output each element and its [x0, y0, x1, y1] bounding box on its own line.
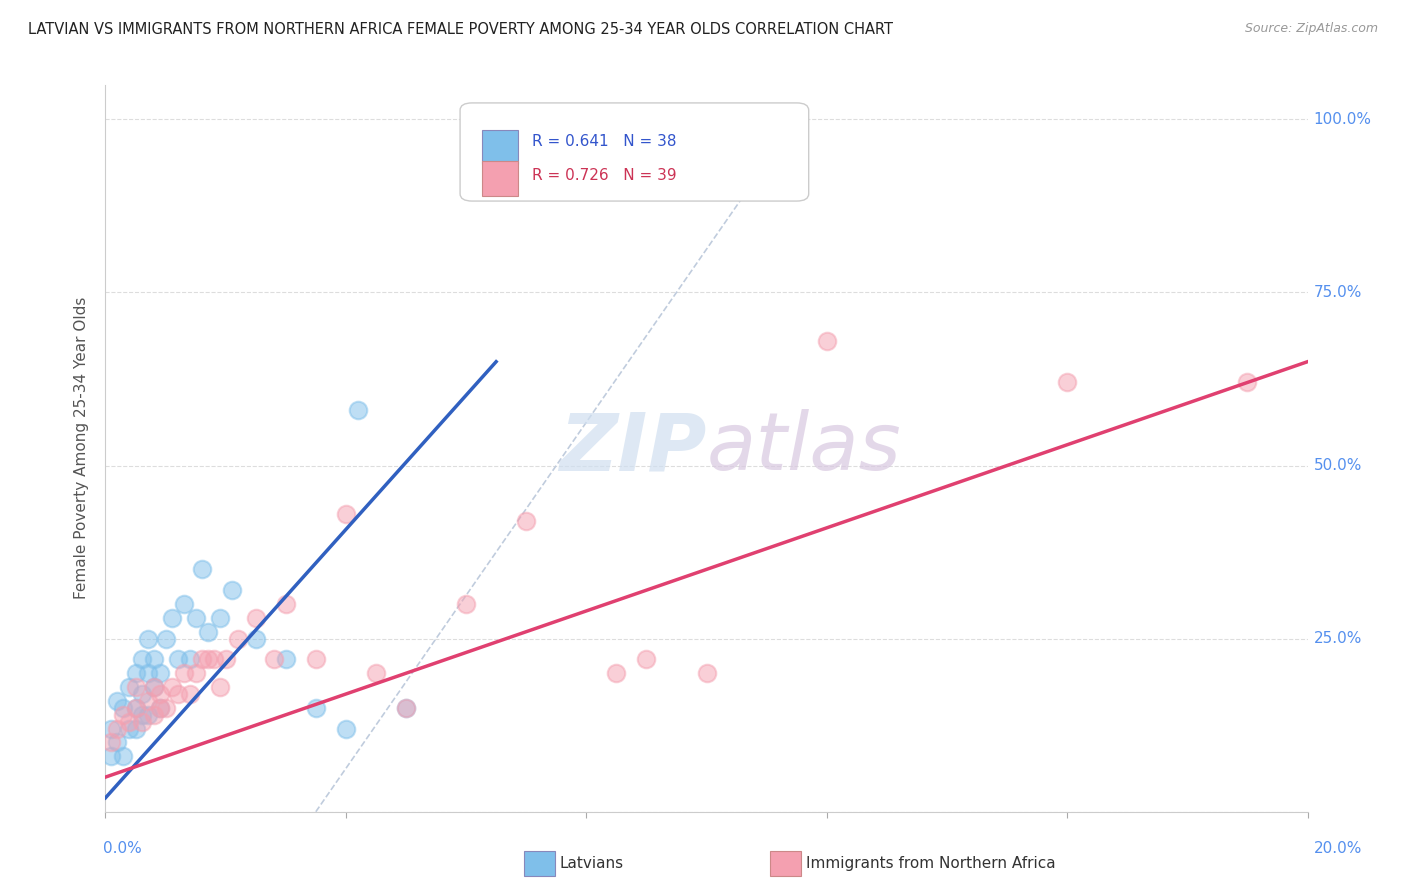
- Text: ZIP: ZIP: [560, 409, 707, 487]
- Point: [136, 694, 159, 708]
- Point: [118, 722, 141, 736]
- Point: [112, 701, 135, 715]
- Point: [112, 749, 135, 764]
- Point: [208, 680, 231, 694]
- Text: 75.0%: 75.0%: [1313, 285, 1362, 300]
- Point: [184, 611, 207, 625]
- Text: 50.0%: 50.0%: [1313, 458, 1362, 473]
- Text: 20.0%: 20.0%: [1313, 841, 1362, 855]
- Point: [202, 652, 225, 666]
- Point: [515, 514, 537, 528]
- Bar: [482, 129, 517, 164]
- Point: [395, 701, 418, 715]
- Point: [124, 722, 146, 736]
- Point: [1236, 376, 1258, 390]
- Point: [136, 666, 159, 681]
- Point: [197, 652, 219, 666]
- Point: [100, 749, 122, 764]
- Point: [160, 611, 183, 625]
- Text: 0.0%: 0.0%: [103, 841, 142, 855]
- Point: [148, 701, 170, 715]
- Point: [364, 666, 387, 681]
- Point: [124, 666, 146, 681]
- Point: [454, 597, 477, 611]
- Point: [160, 680, 183, 694]
- Point: [107, 735, 129, 749]
- Point: [190, 562, 212, 576]
- Point: [148, 666, 170, 681]
- Point: [142, 652, 165, 666]
- Point: [245, 632, 267, 646]
- Text: Source: ZipAtlas.com: Source: ZipAtlas.com: [1244, 22, 1378, 36]
- Point: [305, 701, 328, 715]
- Y-axis label: Female Poverty Among 25-34 Year Olds: Female Poverty Among 25-34 Year Olds: [75, 297, 90, 599]
- Point: [190, 652, 212, 666]
- Point: [131, 714, 153, 729]
- Point: [142, 680, 165, 694]
- Point: [100, 722, 122, 736]
- Point: [131, 652, 153, 666]
- Text: Immigrants from Northern Africa: Immigrants from Northern Africa: [806, 856, 1056, 871]
- Text: 100.0%: 100.0%: [1313, 112, 1372, 127]
- Point: [696, 666, 718, 681]
- Point: [112, 707, 135, 722]
- Point: [221, 583, 243, 598]
- Point: [335, 722, 357, 736]
- Text: R = 0.726   N = 39: R = 0.726 N = 39: [533, 168, 676, 183]
- Point: [274, 597, 297, 611]
- Text: R = 0.641   N = 38: R = 0.641 N = 38: [533, 135, 676, 150]
- Point: [148, 687, 170, 701]
- Point: [142, 707, 165, 722]
- Point: [124, 680, 146, 694]
- Point: [166, 687, 188, 701]
- Point: [131, 687, 153, 701]
- Point: [179, 652, 201, 666]
- Point: [142, 680, 165, 694]
- Point: [335, 507, 357, 521]
- Point: [245, 611, 267, 625]
- Point: [305, 652, 328, 666]
- Point: [173, 666, 195, 681]
- Point: [136, 707, 159, 722]
- Point: [636, 652, 658, 666]
- Point: [100, 735, 122, 749]
- Point: [347, 403, 370, 417]
- Point: [197, 624, 219, 639]
- Text: LATVIAN VS IMMIGRANTS FROM NORTHERN AFRICA FEMALE POVERTY AMONG 25-34 YEAR OLDS : LATVIAN VS IMMIGRANTS FROM NORTHERN AFRI…: [28, 22, 893, 37]
- Point: [263, 652, 285, 666]
- Point: [124, 701, 146, 715]
- Point: [179, 687, 201, 701]
- Point: [148, 701, 170, 715]
- Text: Latvians: Latvians: [560, 856, 624, 871]
- Point: [107, 694, 129, 708]
- Point: [118, 714, 141, 729]
- Point: [815, 334, 838, 348]
- Point: [107, 722, 129, 736]
- Point: [605, 666, 627, 681]
- Point: [1056, 376, 1078, 390]
- Point: [166, 652, 188, 666]
- Point: [155, 632, 177, 646]
- Point: [124, 701, 146, 715]
- Point: [274, 652, 297, 666]
- Point: [184, 666, 207, 681]
- Point: [208, 611, 231, 625]
- Point: [136, 632, 159, 646]
- Point: [226, 632, 249, 646]
- Point: [214, 652, 236, 666]
- Point: [131, 707, 153, 722]
- Point: [155, 701, 177, 715]
- Point: [485, 126, 508, 140]
- Point: [118, 680, 141, 694]
- Point: [395, 701, 418, 715]
- Point: [173, 597, 195, 611]
- Bar: [482, 161, 517, 196]
- Text: 25.0%: 25.0%: [1313, 632, 1362, 646]
- FancyBboxPatch shape: [460, 103, 808, 201]
- Text: atlas: atlas: [707, 409, 901, 487]
